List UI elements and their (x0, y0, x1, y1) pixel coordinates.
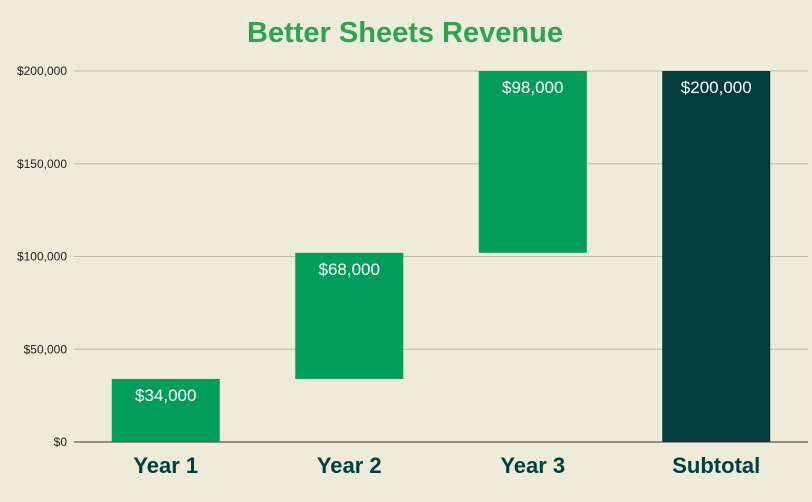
y-tick-label: $100,000 (17, 250, 67, 264)
x-axis-tick-labels: Year 1 Year 2 Year 3 Subtotal (133, 453, 760, 478)
subtotal-bar (662, 71, 771, 442)
increase-bar (478, 71, 587, 253)
increase-bar (295, 252, 404, 379)
y-tick-label: $50,000 (24, 342, 68, 356)
increase-bar (111, 378, 220, 442)
bar-data-labels: $34,000 $68,000 $98,000 $200,000 (135, 78, 752, 405)
x-tick-label: Year 3 (500, 453, 565, 478)
y-axis-tick-labels: $0 $50,000 $100,000 $150,000 $200,000 (17, 64, 67, 449)
x-tick-label: Year 2 (317, 453, 382, 478)
y-tick-label: $150,000 (17, 157, 67, 171)
bars (111, 71, 771, 442)
bar-data-label: $98,000 (502, 78, 563, 97)
y-tick-label: $200,000 (17, 64, 67, 78)
bar-data-label: $68,000 (319, 260, 380, 279)
x-tick-label: Subtotal (672, 453, 760, 478)
bar-data-label: $200,000 (681, 78, 752, 97)
x-tick-label: Year 1 (133, 453, 198, 478)
chart-title: Better Sheets Revenue (247, 17, 563, 49)
bar-data-label: $34,000 (135, 386, 196, 405)
y-tick-label: $0 (54, 435, 68, 449)
